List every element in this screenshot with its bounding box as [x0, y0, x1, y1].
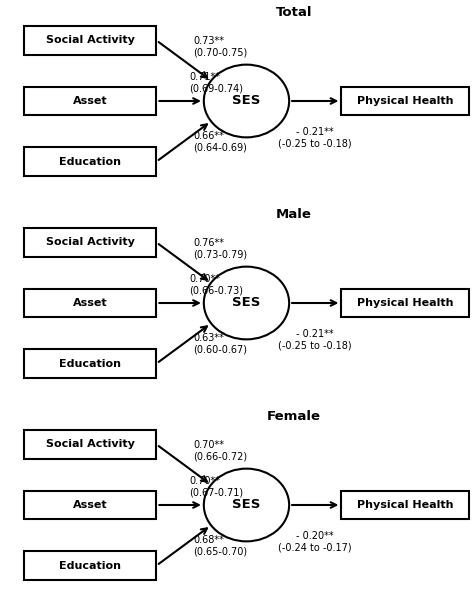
Text: 0.68**
(0.65-0.70): 0.68** (0.65-0.70): [193, 534, 247, 556]
FancyBboxPatch shape: [24, 551, 156, 580]
Text: Female: Female: [267, 410, 321, 423]
FancyBboxPatch shape: [24, 87, 156, 115]
FancyBboxPatch shape: [24, 430, 156, 459]
Text: Asset: Asset: [73, 96, 108, 106]
Text: 0.71**
(0.69-0.74): 0.71** (0.69-0.74): [190, 72, 244, 93]
Text: Education: Education: [59, 561, 121, 571]
Text: 0.66**
(0.64-0.69): 0.66** (0.64-0.69): [193, 131, 247, 152]
Text: SES: SES: [232, 95, 261, 107]
Text: Asset: Asset: [73, 298, 108, 308]
Text: 0.70**
(0.66-0.73): 0.70** (0.66-0.73): [190, 274, 244, 296]
Text: Physical Health: Physical Health: [357, 298, 454, 308]
FancyBboxPatch shape: [24, 147, 156, 176]
Ellipse shape: [204, 267, 289, 339]
Text: - 0.21**
(-0.25 to -0.18): - 0.21** (-0.25 to -0.18): [278, 127, 352, 149]
FancyBboxPatch shape: [24, 228, 156, 256]
Text: - 0.21**
(-0.25 to -0.18): - 0.21** (-0.25 to -0.18): [278, 329, 352, 351]
Text: Total: Total: [275, 6, 312, 19]
Ellipse shape: [204, 65, 289, 138]
Text: Social Activity: Social Activity: [46, 35, 135, 45]
Text: Asset: Asset: [73, 500, 108, 510]
Text: 0.63**
(0.60-0.67): 0.63** (0.60-0.67): [193, 333, 247, 355]
Text: Male: Male: [276, 208, 312, 221]
FancyBboxPatch shape: [24, 26, 156, 55]
Text: SES: SES: [232, 296, 261, 310]
Text: 0.70**
(0.66-0.72): 0.70** (0.66-0.72): [193, 439, 247, 461]
Text: Physical Health: Physical Health: [357, 96, 454, 106]
Text: Social Activity: Social Activity: [46, 238, 135, 247]
Text: 0.70**
(0.67-0.71): 0.70** (0.67-0.71): [190, 476, 244, 498]
Text: Physical Health: Physical Health: [357, 500, 454, 510]
Ellipse shape: [204, 468, 289, 541]
FancyBboxPatch shape: [341, 289, 469, 317]
FancyBboxPatch shape: [24, 491, 156, 519]
Text: 0.73**
(0.70-0.75): 0.73** (0.70-0.75): [193, 36, 247, 57]
Text: Education: Education: [59, 359, 121, 368]
FancyBboxPatch shape: [341, 87, 469, 115]
Text: 0.76**
(0.73-0.79): 0.76** (0.73-0.79): [193, 238, 247, 259]
Text: Education: Education: [59, 156, 121, 167]
Text: SES: SES: [232, 499, 261, 511]
FancyBboxPatch shape: [341, 491, 469, 519]
Text: Social Activity: Social Activity: [46, 439, 135, 450]
FancyBboxPatch shape: [24, 350, 156, 378]
Text: - 0.20**
(-0.24 to -0.17): - 0.20** (-0.24 to -0.17): [278, 531, 352, 553]
FancyBboxPatch shape: [24, 289, 156, 317]
